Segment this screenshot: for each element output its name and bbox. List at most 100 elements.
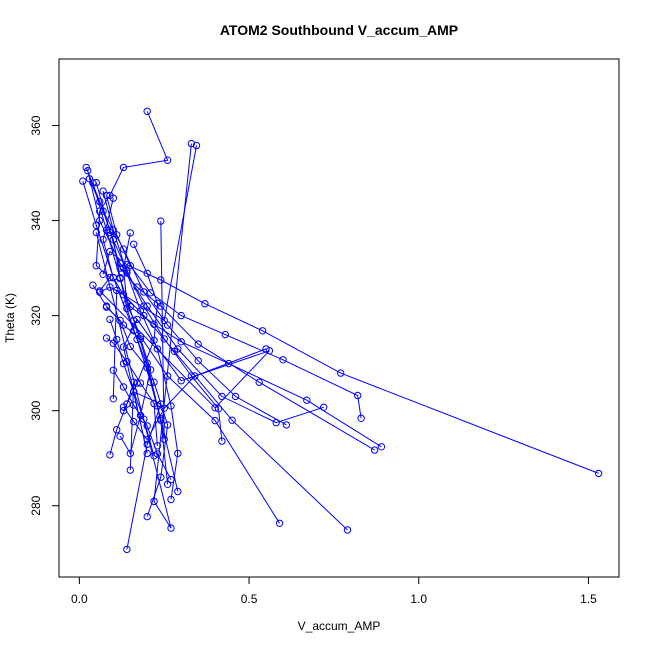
- data-point: [275, 519, 284, 527]
- data-point: [177, 311, 185, 320]
- series-6: [85, 175, 291, 429]
- data-point: [187, 139, 196, 148]
- series-line: [99, 286, 348, 531]
- data-point: [140, 311, 148, 320]
- data-point: [228, 416, 236, 424]
- data-point: [130, 417, 138, 426]
- data-point: [109, 395, 118, 403]
- series-line: [95, 111, 270, 550]
- series-line: [82, 180, 169, 517]
- series-21: [106, 378, 138, 474]
- data-point: [123, 545, 131, 554]
- series-line: [95, 182, 223, 442]
- data-point: [92, 221, 101, 230]
- data-point: [89, 281, 97, 289]
- data-point: [163, 480, 172, 488]
- series-line: [102, 198, 382, 448]
- data-point: [160, 316, 168, 325]
- data-point: [201, 300, 209, 308]
- data-point: [343, 526, 352, 534]
- series-19: [102, 334, 162, 450]
- data-point: [218, 437, 226, 445]
- data-point: [357, 414, 365, 422]
- x-tick-label: 1.5: [580, 592, 597, 606]
- series-22: [109, 366, 175, 484]
- data-point: [123, 299, 131, 307]
- data-point: [92, 228, 101, 237]
- series-line: [109, 382, 135, 471]
- data-point: [160, 435, 168, 443]
- series-10: [99, 194, 386, 451]
- x-tick-label: 1.0: [410, 592, 427, 606]
- data-point: [150, 336, 158, 344]
- data-point: [282, 421, 291, 429]
- data-point: [109, 194, 118, 202]
- data-point: [99, 270, 107, 278]
- data-point: [163, 321, 172, 329]
- data-point: [119, 383, 128, 391]
- data-point: [174, 449, 182, 458]
- data-point: [143, 436, 151, 444]
- data-point: [177, 338, 185, 346]
- data-point: [231, 392, 240, 401]
- series-line: [102, 250, 599, 474]
- data-point: [167, 524, 175, 532]
- y-axis-label: Theta (K): [3, 293, 17, 343]
- data-point: [96, 288, 104, 296]
- data-point: [258, 327, 267, 335]
- series-17: [96, 283, 352, 534]
- data-point: [109, 273, 118, 282]
- data-point: [225, 359, 233, 368]
- data-point: [102, 334, 111, 342]
- series-5: [79, 177, 172, 521]
- data-point: [106, 247, 114, 256]
- data-point: [170, 347, 179, 355]
- data-point: [119, 291, 128, 299]
- x-axis-label: V_accum_AMP: [298, 619, 381, 633]
- data-point: [130, 401, 138, 409]
- y-tick-label: 280: [29, 495, 43, 515]
- data-point: [126, 342, 135, 351]
- series-layer: [79, 107, 603, 554]
- data-point: [191, 372, 199, 380]
- series-0: [92, 107, 274, 554]
- data-point: [106, 315, 114, 324]
- series-14: [119, 229, 284, 527]
- data-point: [167, 495, 175, 504]
- data-point: [106, 451, 114, 459]
- x-tick-label: 0.0: [71, 592, 88, 606]
- data-point: [109, 366, 118, 374]
- data-point: [160, 335, 168, 343]
- data-point: [337, 369, 345, 377]
- data-point: [160, 404, 168, 412]
- plot-frame: [58, 58, 620, 578]
- data-point: [130, 378, 138, 386]
- series-line: [106, 195, 362, 419]
- data-point: [174, 487, 182, 496]
- data-point: [150, 399, 158, 408]
- data-point: [130, 316, 138, 325]
- series-line: [106, 337, 158, 446]
- data-point: [143, 449, 151, 458]
- data-point: [143, 364, 151, 372]
- data-point: [157, 217, 165, 225]
- data-point: [116, 274, 124, 283]
- data-point: [211, 416, 219, 425]
- data-point: [157, 473, 165, 481]
- series-line: [87, 170, 324, 424]
- data-point: [140, 415, 148, 423]
- data-point: [303, 396, 311, 404]
- data-point: [143, 269, 151, 277]
- data-point: [126, 449, 135, 458]
- series-line: [123, 244, 158, 411]
- data-point: [177, 377, 185, 385]
- data-point: [153, 450, 162, 458]
- data-point: [194, 340, 202, 348]
- series-1: [92, 139, 196, 532]
- data-point: [92, 178, 101, 187]
- data-point: [594, 469, 603, 478]
- series-23: [119, 345, 270, 444]
- data-point: [370, 446, 379, 454]
- y-tick-label: 320: [29, 305, 43, 325]
- data-point: [255, 378, 263, 386]
